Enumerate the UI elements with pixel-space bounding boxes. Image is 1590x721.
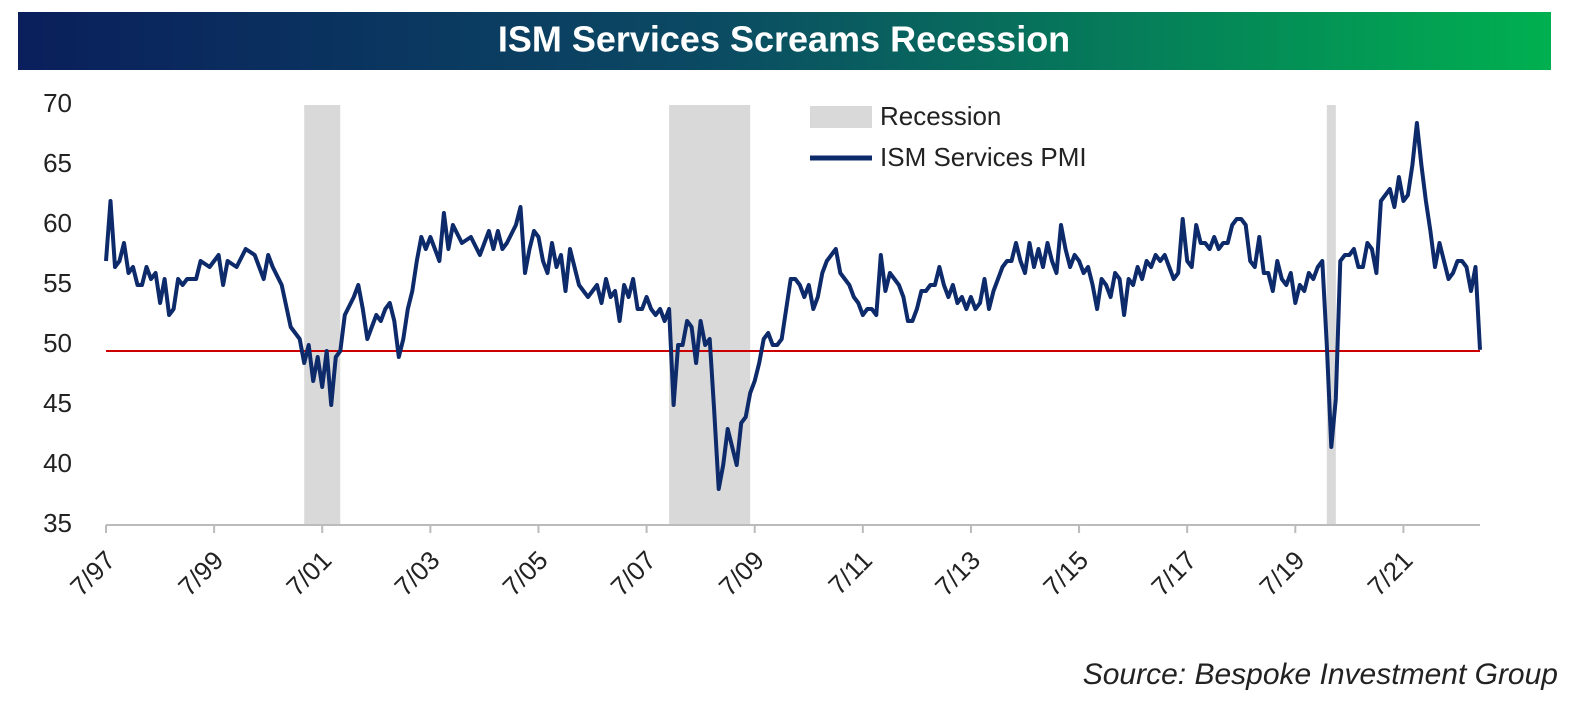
x-tick-label: 7/21: [1362, 545, 1419, 602]
y-tick-label: 40: [43, 448, 72, 478]
x-tick-label: 7/03: [388, 545, 445, 602]
x-tick-label: 7/13: [929, 545, 986, 602]
legend-label: ISM Services PMI: [880, 142, 1087, 172]
x-tick-label: 7/15: [1037, 545, 1094, 602]
y-tick-label: 35: [43, 508, 72, 538]
y-tick-label: 45: [43, 388, 72, 418]
x-tick-label: 7/05: [497, 545, 554, 602]
recession-band: [304, 105, 341, 525]
x-tick-label: 7/11: [822, 545, 878, 601]
legend-label: Recession: [880, 101, 1001, 131]
y-tick-label: 50: [43, 328, 72, 358]
legend-swatch: [810, 106, 872, 128]
y-tick-label: 60: [43, 208, 72, 238]
x-tick-label: 7/09: [713, 545, 770, 602]
y-tick-label: 65: [43, 148, 72, 178]
x-tick-label: 7/19: [1253, 545, 1310, 602]
recession-band: [1326, 105, 1336, 525]
source-note: Source: Bespoke Investment Group: [1083, 658, 1558, 691]
chart-title: ISM Services Screams Recession: [498, 19, 1070, 60]
title-banner: [18, 12, 1551, 70]
y-tick-label: 55: [43, 268, 72, 298]
x-tick-label: 7/99: [172, 545, 229, 602]
x-tick-label: 7/17: [1145, 545, 1202, 602]
y-tick-label: 70: [43, 88, 72, 118]
series-line: [104, 121, 1482, 491]
x-tick-label: 7/07: [605, 545, 662, 602]
x-tick-label: 7/01: [280, 545, 337, 602]
x-tick-label: 7/97: [64, 545, 121, 602]
